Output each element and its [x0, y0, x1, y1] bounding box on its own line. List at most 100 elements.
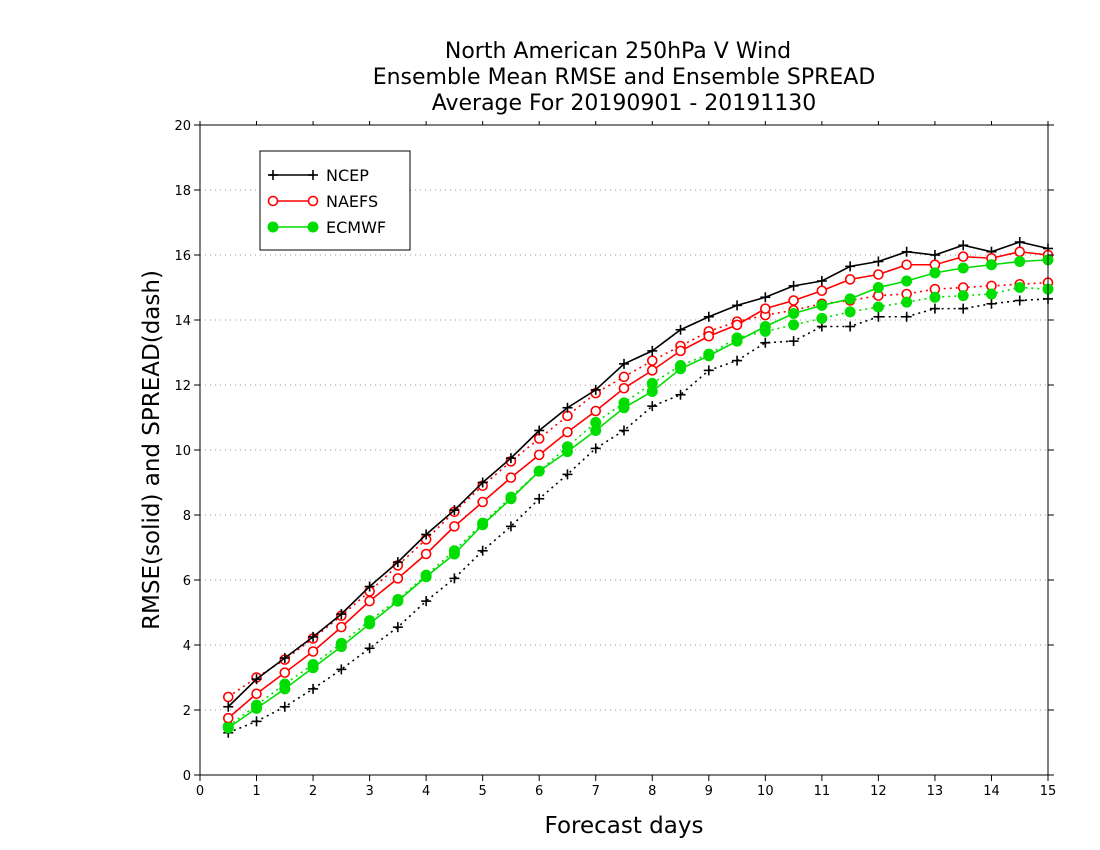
ecmwf-rmse-line [227, 259, 1049, 729]
y-tick-label: 12 [174, 379, 191, 394]
ncep-rmse-point [562, 402, 573, 413]
naefs-rmse-point [590, 405, 602, 417]
ecmwf-rmse-point [364, 618, 376, 630]
naefs-rmse-point [816, 285, 828, 297]
ncep-spread-point [788, 336, 799, 347]
ecmwf-rmse-point [251, 702, 263, 714]
x-tick-label: 3 [365, 784, 373, 799]
ncep-spread-point [392, 622, 403, 633]
ncep-spread-point [901, 311, 912, 322]
naefs-rmse-point [307, 646, 319, 657]
ecmwf-spread-point [929, 291, 941, 303]
chart-title-line-2: Ensemble Mean RMSE and Ensemble SPREAD [373, 65, 876, 90]
legend-marker-ncep [268, 170, 278, 180]
ecmwf-rmse-point [985, 259, 997, 271]
legend: NCEP NAEFS ECMWF [259, 150, 411, 251]
ncep-spread-point [929, 303, 940, 314]
ncep-rmse-point [647, 345, 658, 356]
naefs-rmse-line [227, 250, 1049, 719]
x-tick-label: 8 [648, 784, 656, 799]
ecmwf-rmse-point [957, 262, 969, 274]
ecmwf-rmse-point [533, 465, 545, 477]
ecmwf-rmse-point [392, 595, 404, 607]
legend-marker-ncep [308, 170, 318, 180]
ncep-rmse-point [845, 261, 856, 272]
naefs-rmse-point [420, 548, 432, 560]
legend-label-naefs: NAEFS [326, 192, 378, 211]
ncep-rmse-point [901, 246, 912, 257]
naefs-rmse-point [449, 521, 460, 532]
x-tick-label: 10 [757, 784, 774, 799]
ncep-spread-point [986, 298, 997, 309]
ncep-spread-point [251, 716, 262, 727]
legend-marker-naefs [267, 195, 279, 207]
ncep-rmse-point [873, 256, 884, 267]
y-tick-label: 10 [174, 444, 191, 459]
plot-area [222, 237, 1054, 738]
ecmwf-rmse-point [788, 308, 800, 319]
chart-title-line-1: North American 250hPa V Wind [445, 39, 791, 64]
ncep-spread-point [845, 321, 856, 332]
x-tick-label: 5 [479, 784, 487, 799]
naefs-spread-line [227, 281, 1049, 698]
ecmwf-rmse-point [279, 683, 291, 695]
x-tick-label: 0 [196, 784, 204, 799]
x-tick-label: 14 [983, 784, 1000, 799]
ecmwf-rmse-point [561, 446, 573, 458]
ncep-rmse-point [675, 324, 686, 335]
y-tick-label: 16 [174, 249, 191, 264]
ncep-spread-point [1014, 295, 1025, 306]
ncep-spread-point [279, 701, 290, 712]
ecmwf-rmse-point [448, 548, 460, 560]
x-tick-label: 7 [592, 784, 600, 799]
ecmwf-spread-point [872, 301, 884, 313]
ecmwf-rmse-point [872, 282, 884, 293]
ecmwf-spread-point [1014, 282, 1026, 293]
x-tick-label: 4 [422, 784, 430, 799]
naefs-rmse-point [222, 712, 234, 724]
ecmwf-rmse-point [844, 293, 856, 305]
ncep-rmse-point [421, 529, 432, 540]
ncep-rmse-point [590, 384, 601, 395]
ncep-spread-point [647, 401, 658, 412]
ncep-rmse-point [364, 581, 375, 592]
ncep-rmse-point [703, 311, 714, 322]
ncep-spread-point [760, 337, 771, 348]
x-tick-label: 15 [1040, 784, 1057, 799]
x-tick-label: 2 [309, 784, 317, 799]
ecmwf-rmse-point [307, 662, 319, 674]
ncep-rmse-point [816, 276, 827, 286]
ecmwf-spread-point [788, 319, 800, 331]
ecmwf-rmse-point [590, 425, 602, 436]
naefs-rmse-point [901, 259, 912, 271]
x-axis-title: Forecast days [545, 813, 704, 839]
naefs-rmse-point [618, 382, 630, 394]
naefs-rmse-point [1014, 246, 1026, 258]
legend-label-ecmwf: ECMWF [326, 218, 386, 237]
ecmwf-spread-point [816, 312, 828, 324]
ecmwf-rmse-point [420, 571, 432, 583]
ncep-rmse-point [477, 477, 488, 488]
ncep-rmse-point [1014, 237, 1025, 247]
naefs-rmse-point [251, 688, 262, 700]
ecmwf-spread-point [985, 288, 997, 300]
ecmwf-rmse-point [505, 493, 517, 505]
y-tick-label: 6 [183, 574, 191, 589]
ecmwf-rmse-point [759, 321, 771, 332]
ecmwf-rmse-point [618, 402, 630, 414]
y-axis-title: RMSE(solid) and SPREAD(dash) [139, 270, 165, 630]
x-tick-label: 13 [927, 784, 944, 799]
ncep-rmse-point [788, 280, 799, 291]
x-tick-label: 12 [870, 784, 887, 799]
x-tick-label: 6 [535, 784, 543, 799]
ncep-spread-point [534, 493, 545, 504]
ecmwf-rmse-point [646, 386, 658, 397]
ncep-rmse-point [929, 250, 940, 260]
ecmwf-rmse-point [335, 641, 347, 653]
legend-marker-ecmwf [307, 221, 319, 233]
naefs-rmse-point [364, 595, 375, 607]
y-tick-label: 4 [183, 639, 191, 654]
naefs-rmse-point [562, 426, 573, 438]
naefs-rmse-point [873, 269, 884, 280]
ncep-spread-point [364, 643, 375, 654]
